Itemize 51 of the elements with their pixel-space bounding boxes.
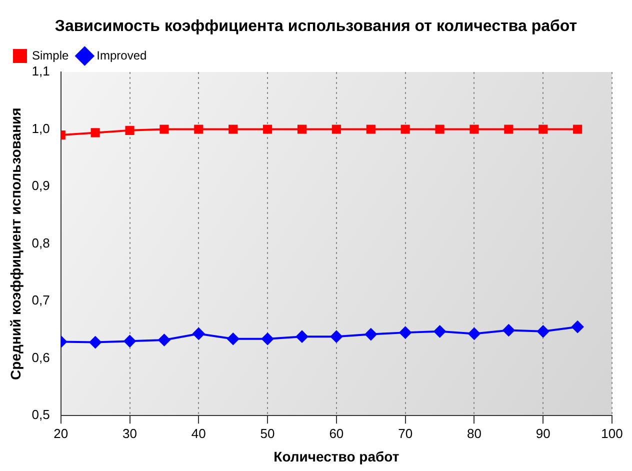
point	[158, 334, 170, 346]
point	[160, 124, 169, 134]
point	[502, 324, 515, 336]
point	[399, 326, 412, 339]
point	[228, 124, 238, 134]
y-tick-label: 0,5	[32, 407, 50, 422]
point	[537, 325, 550, 338]
point	[434, 325, 446, 338]
point	[262, 332, 274, 345]
x-tick-label: 30	[122, 426, 137, 441]
x-tick-label: 100	[601, 426, 623, 441]
x-axis-title: Количество работ	[274, 448, 400, 464]
y-tick-label: 0,9	[32, 178, 50, 194]
point	[538, 124, 548, 134]
point	[504, 124, 514, 134]
point	[124, 335, 136, 348]
point	[297, 124, 307, 134]
x-tick-label: 70	[398, 426, 413, 441]
y-axis-title: Средний коэффициент использования	[7, 108, 24, 380]
x-tick-label: 90	[536, 426, 550, 441]
point	[89, 336, 102, 348]
point	[90, 128, 100, 138]
point	[435, 124, 444, 134]
point	[330, 330, 342, 343]
point	[194, 124, 204, 134]
point	[192, 328, 205, 340]
y-tick-label: 1,0	[32, 120, 50, 136]
x-tick-label: 20	[54, 426, 68, 441]
point	[227, 332, 240, 345]
point	[125, 126, 134, 135]
point	[366, 124, 376, 134]
x-tick-label: 40	[191, 426, 206, 441]
point	[468, 328, 480, 340]
point	[364, 328, 377, 340]
point	[470, 124, 479, 134]
legend-label: Simple	[32, 48, 70, 62]
x-tick-label: 50	[260, 426, 275, 441]
y-tick-label: 0,8	[32, 235, 50, 250]
x-tick-label: 80	[466, 426, 482, 441]
point	[573, 124, 582, 134]
point	[332, 124, 341, 134]
point	[572, 320, 584, 333]
legend-label: Improved	[96, 48, 147, 62]
chart-title: Зависимость коэффициента использования от количества работ	[54, 18, 578, 36]
point	[296, 330, 308, 343]
y-tick-label: 0,7	[32, 292, 50, 308]
y-tick-label: 0,6	[32, 350, 50, 365]
y-tick-label: 1,1	[32, 64, 50, 79]
x-tick-label: 60	[329, 426, 344, 441]
point	[263, 124, 272, 134]
point	[400, 124, 410, 134]
